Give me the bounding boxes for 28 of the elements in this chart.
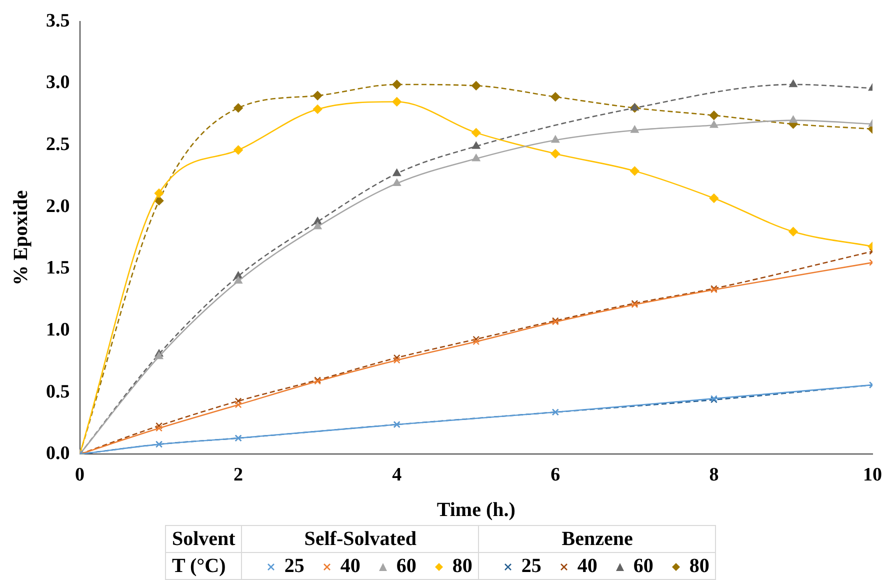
- legend-label: 60: [396, 554, 416, 576]
- text: Self-Solvated: [242, 526, 479, 552]
- y-tick-label: 2.0: [46, 196, 70, 217]
- legend-label: 80: [452, 554, 472, 576]
- y-tick-label: 0.5: [46, 381, 70, 402]
- y-tick-label: 0.0: [46, 443, 70, 464]
- legend-label: 60: [633, 554, 654, 576]
- x-axis-title: Time (h.): [436, 499, 516, 522]
- text: Solvent: [166, 526, 242, 552]
- x-tick-label: 0: [75, 464, 84, 486]
- legend-label: 25: [284, 554, 304, 576]
- y-tick-label: 1.5: [46, 258, 70, 279]
- x-tick-label: 2: [234, 464, 244, 486]
- legend-label: 40: [577, 554, 598, 576]
- legend-label: 40: [340, 554, 360, 576]
- x-tick-label: 4: [392, 464, 402, 486]
- y-tick-label: 2.5: [46, 134, 70, 155]
- text: Benzene: [478, 526, 716, 552]
- y-axis-title: % Epoxide: [10, 190, 32, 286]
- x-tick-label: 10: [863, 464, 882, 486]
- y-tick-label: 1.0: [46, 319, 70, 340]
- legend-label: 80: [689, 554, 710, 576]
- legend-title: T (°C): [166, 552, 242, 580]
- y-tick-label: 3.5: [46, 10, 70, 32]
- x-tick-label: 6: [550, 464, 560, 486]
- legend-label: 25: [521, 554, 542, 576]
- y-tick-label: 3.0: [46, 72, 70, 94]
- x-tick-label: 8: [709, 464, 719, 486]
